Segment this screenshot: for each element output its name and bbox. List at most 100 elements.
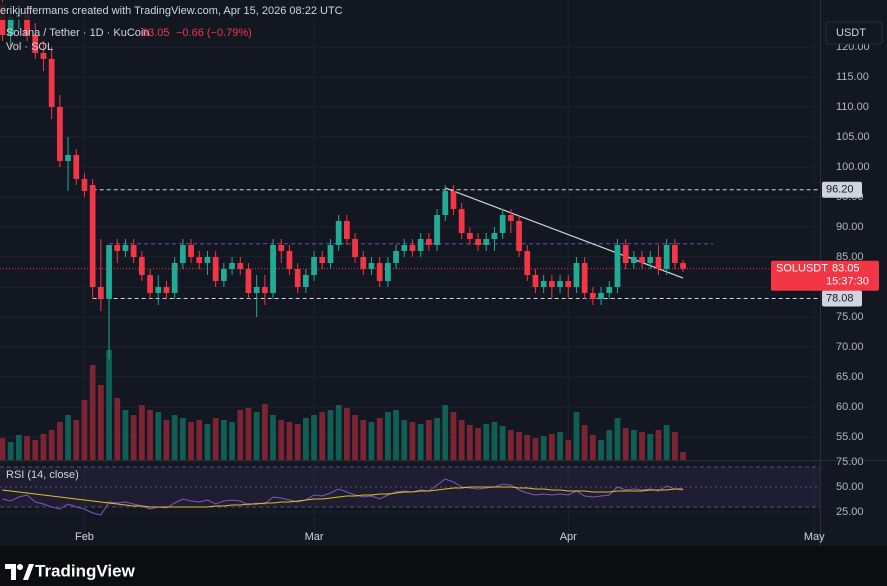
volume-bar — [302, 418, 309, 460]
candles — [0, 0, 686, 360]
volume-bar — [73, 420, 80, 460]
rsi-pane — [0, 461, 820, 516]
candle-body — [589, 293, 596, 300]
candle-body — [524, 251, 531, 276]
volume-bar — [294, 424, 301, 460]
volume-bar — [278, 420, 285, 460]
candle-body — [417, 239, 424, 252]
rsi-tick-label: 50.00 — [836, 481, 864, 493]
volume-bar — [475, 428, 481, 460]
last-price-badge — [771, 260, 879, 291]
volume-bar — [499, 426, 506, 460]
volume-bar — [237, 410, 244, 460]
volume-bar — [220, 420, 227, 460]
volume-bar — [598, 440, 604, 460]
countdown: 15:37:30 — [826, 276, 869, 288]
volume-bar — [286, 422, 293, 460]
candle-body — [188, 245, 194, 258]
candle-body — [147, 275, 153, 294]
volume-bar — [48, 430, 55, 460]
candle-body — [56, 106, 63, 161]
candle-body — [155, 287, 162, 294]
candle-body — [491, 233, 498, 240]
rsi-ma-line — [2, 486, 684, 508]
y-tick-label: 85.00 — [836, 251, 864, 263]
candle-body — [122, 245, 129, 252]
candle-body — [212, 257, 219, 282]
volume-bar — [384, 412, 391, 460]
volume-bar — [622, 428, 629, 460]
candle-body — [647, 257, 654, 264]
volume-bar — [647, 434, 654, 460]
candle-body — [655, 257, 662, 270]
volume-bar — [7, 442, 14, 460]
candle-body — [245, 269, 252, 294]
candle-body — [606, 287, 613, 294]
volume-bar — [0, 438, 6, 460]
volume-bar — [212, 418, 219, 460]
y-tick-label: 65.00 — [836, 371, 864, 383]
level-label: 78.08 — [826, 292, 854, 304]
candle-body — [65, 154, 71, 161]
candle-body — [24, 10, 30, 35]
candle-body — [598, 293, 604, 300]
volume-bar — [368, 422, 375, 460]
volume-bar — [196, 420, 203, 460]
currency: USDT — [836, 27, 866, 39]
candle-body — [261, 287, 268, 294]
candle-body — [40, 52, 47, 59]
volume-bar — [245, 408, 252, 460]
rsi-tick-label: 25.00 — [836, 506, 864, 518]
volume-bar — [32, 440, 39, 460]
candle-body — [73, 154, 80, 179]
volume-layer — [0, 350, 686, 460]
footer-bg — [0, 546, 887, 586]
volume-bar — [450, 412, 457, 460]
candle-body — [204, 257, 211, 264]
candle-body — [499, 214, 506, 234]
volume-bar — [376, 418, 383, 460]
candle-body — [663, 245, 670, 270]
last-price-name: SOLUSDT — [776, 263, 828, 275]
grid — [0, 0, 820, 540]
candle-body — [319, 257, 326, 264]
volume-bar — [81, 400, 88, 460]
y-tick-label: 60.00 — [836, 401, 864, 413]
level-badge — [822, 181, 862, 198]
currency-box[interactable] — [825, 21, 883, 45]
volume-bar — [106, 350, 112, 460]
level-label: 96.20 — [826, 184, 854, 196]
volume-bar — [188, 422, 194, 460]
candle-body — [393, 251, 399, 264]
candle-body — [409, 245, 416, 252]
candle-body — [196, 257, 203, 264]
y-tick-label: 100.00 — [836, 161, 870, 173]
candle-body — [483, 239, 490, 246]
volume-bar — [24, 436, 30, 460]
y-tick-label: 75.00 — [836, 311, 864, 323]
volume-bar — [393, 410, 399, 460]
y-tick-label: 55.00 — [836, 431, 864, 443]
volume-bar — [516, 432, 522, 460]
volume-bar — [89, 365, 96, 460]
candle-body — [401, 245, 408, 252]
candle-body — [581, 263, 588, 294]
volume-bar — [343, 408, 350, 460]
last-price-value: 83.05 — [832, 263, 860, 275]
y-tick-label: 70.00 — [836, 341, 864, 353]
volume-bar — [548, 434, 555, 460]
volume-bar — [589, 435, 596, 460]
candle-body — [179, 245, 186, 264]
volume-bar — [15, 435, 22, 460]
volume-bar — [606, 430, 613, 460]
candle-body — [557, 281, 563, 288]
volume-bar — [466, 425, 473, 460]
volume-bar — [147, 410, 153, 460]
candle-body — [614, 245, 621, 288]
candle-body — [286, 251, 293, 270]
volume-bar — [483, 424, 490, 460]
candle-body — [229, 263, 235, 270]
volume-bar — [171, 415, 178, 460]
candle-body — [106, 245, 112, 300]
volume-bar — [671, 432, 678, 460]
